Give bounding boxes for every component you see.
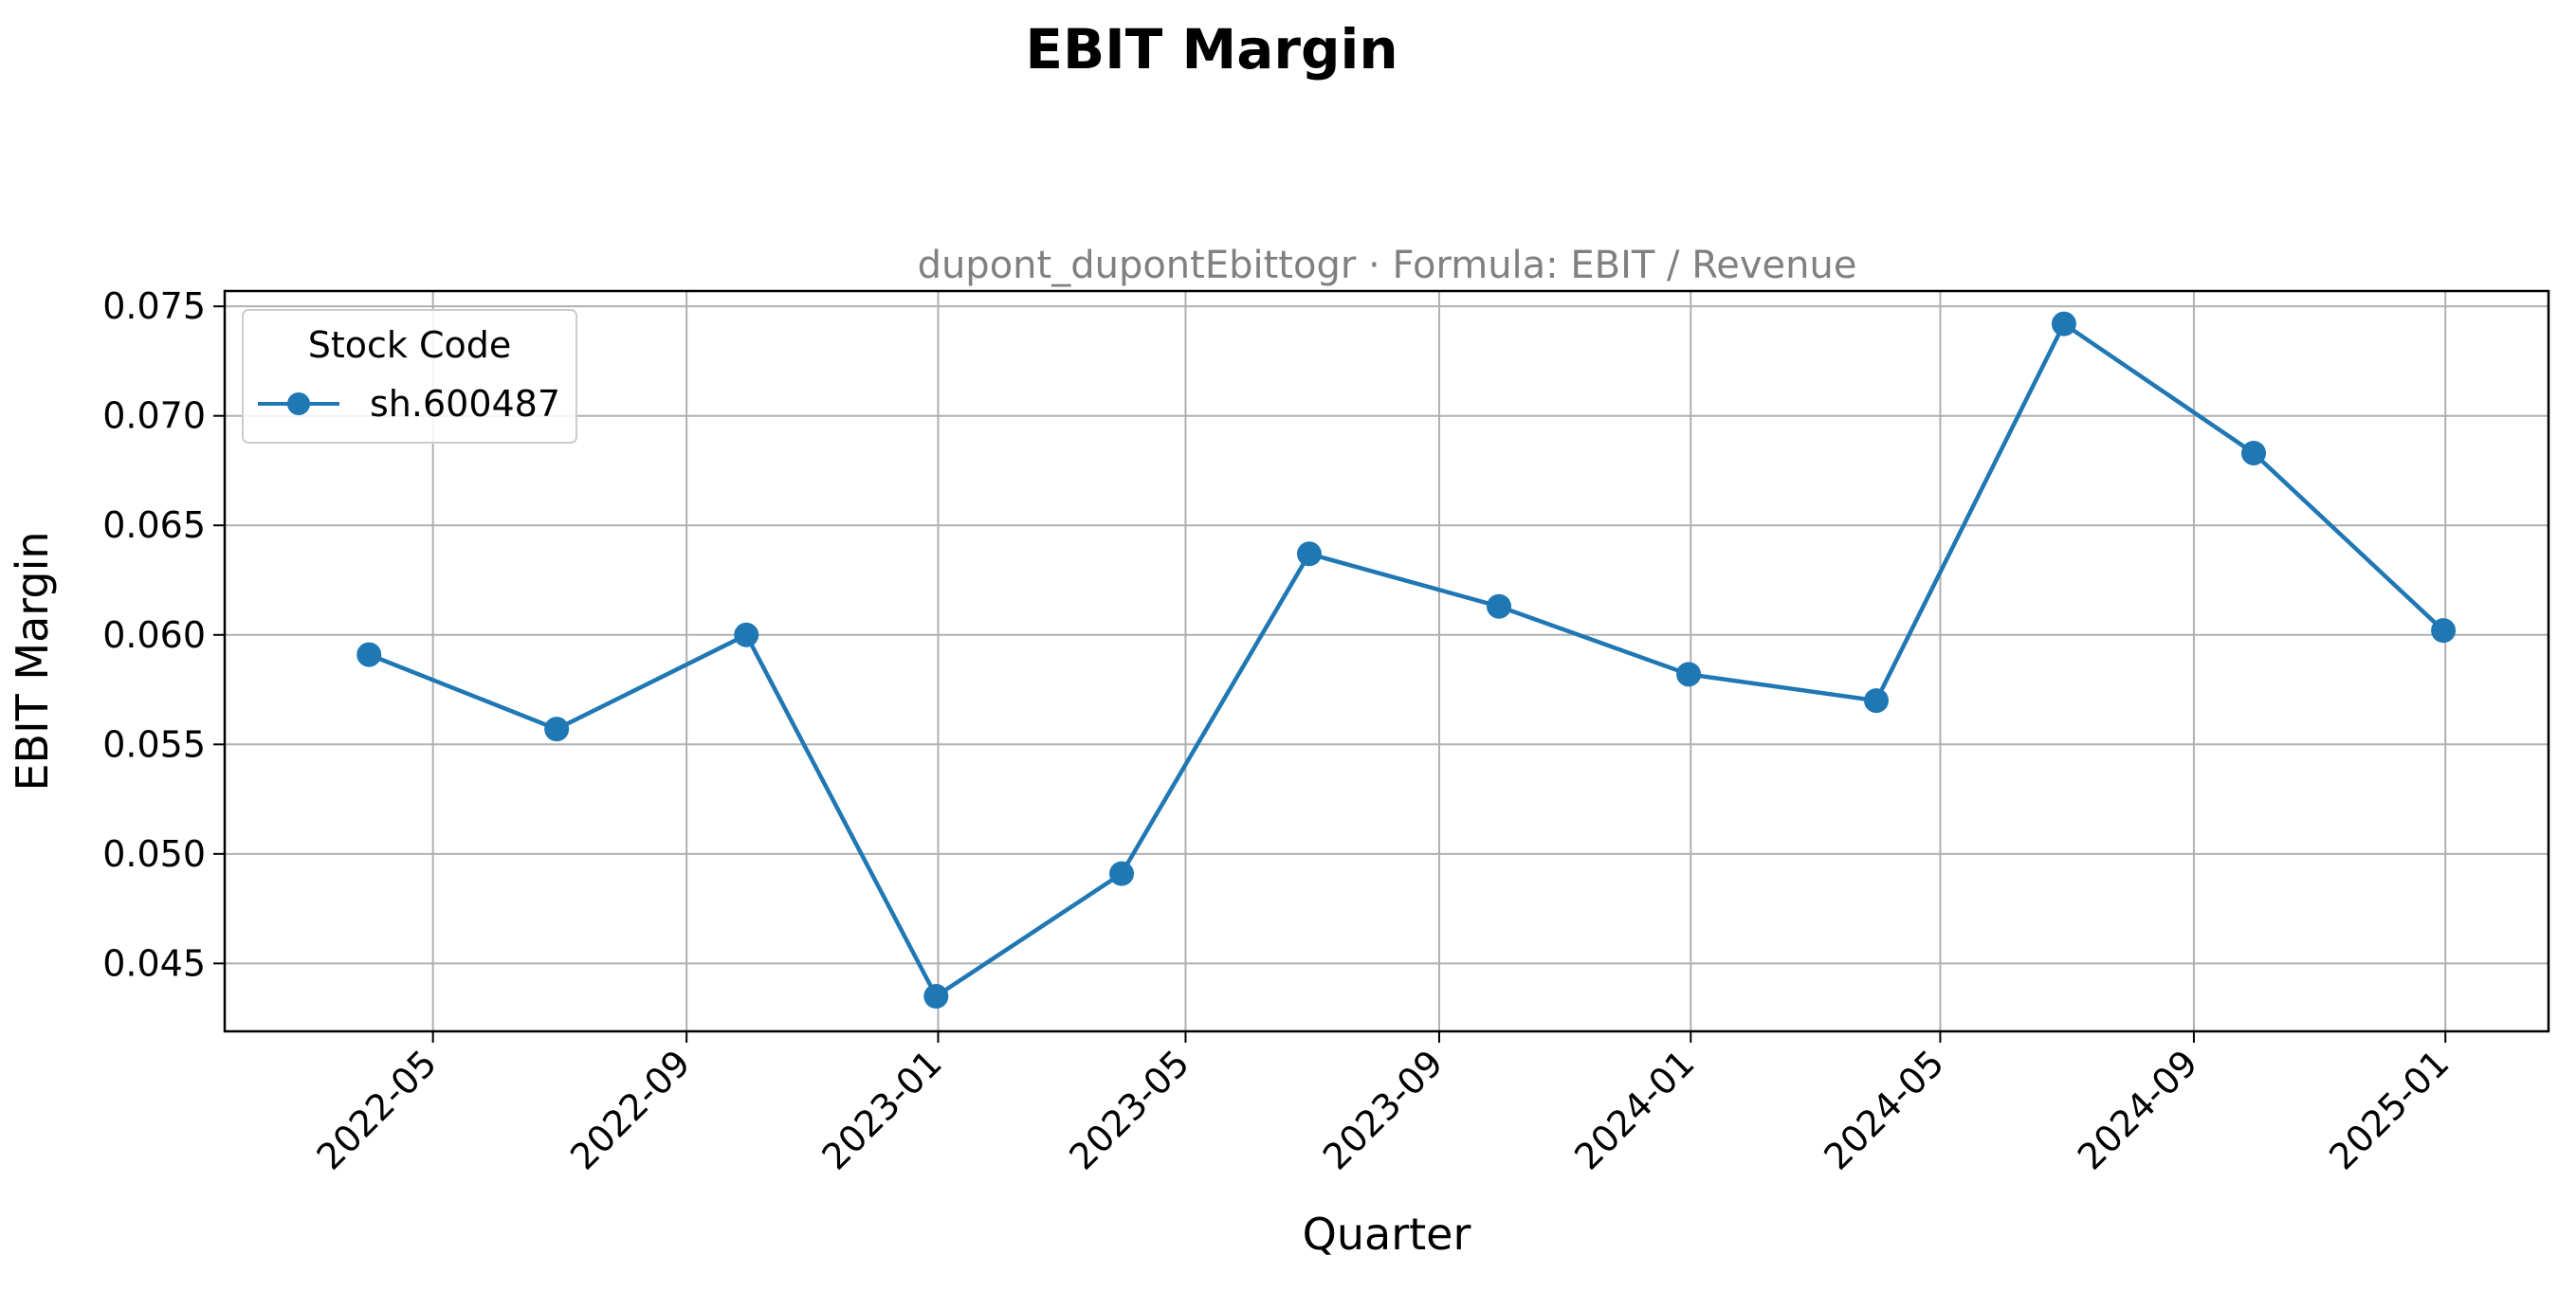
x-tick-label: 2025-01: [2321, 1042, 2457, 1177]
x-tick-label: 2022-05: [309, 1042, 445, 1177]
data-point: [2241, 440, 2267, 465]
y-tick-label: 0.050: [102, 833, 206, 875]
x-tick-label: 2023-05: [1061, 1042, 1197, 1177]
data-point: [1109, 861, 1135, 886]
data-point: [923, 984, 949, 1010]
data-point: [1487, 593, 1512, 619]
y-axis-label: EBIT Margin: [7, 531, 58, 791]
data-point: [2431, 618, 2457, 644]
y-tick-label: 0.055: [102, 723, 206, 765]
legend: Stock Code sh.600487: [242, 309, 577, 444]
y-tick-label: 0.070: [102, 395, 206, 437]
x-axis-label: Quarter: [1303, 1209, 1471, 1260]
data-point: [1864, 688, 1890, 714]
data-point: [356, 642, 382, 667]
plot-area: [223, 289, 2550, 1033]
y-tick-label: 0.065: [102, 504, 206, 546]
data-point: [1676, 662, 1702, 687]
legend-series-marker: [287, 392, 310, 415]
x-tick-label: 2024-05: [1816, 1042, 1951, 1177]
x-tick-label: 2022-09: [562, 1042, 698, 1177]
data-point: [2051, 311, 2076, 337]
y-tick-label: 0.060: [102, 614, 206, 656]
y-tick-label: 0.045: [102, 942, 206, 984]
y-tick-label: 0.075: [102, 285, 206, 327]
series-line: [368, 321, 2445, 999]
x-tick-label: 2023-01: [813, 1042, 949, 1177]
chart-title: EBIT Margin: [1025, 17, 1398, 82]
x-tick-label: 2024-01: [1566, 1042, 1702, 1177]
legend-box: [242, 309, 577, 444]
data-point: [544, 717, 570, 742]
legend-series-label: sh.600487: [370, 383, 560, 425]
x-tick-label: 2023-09: [1315, 1042, 1451, 1177]
x-tick-label: 2024-09: [2070, 1042, 2205, 1177]
data-point: [734, 622, 759, 647]
series-layer: [356, 311, 2457, 1010]
grid: [225, 291, 2549, 1031]
legend-title: Stock Code: [308, 324, 512, 366]
chart-subtitle: dupont_dupontEbittogr · Formula: EBIT / …: [918, 244, 1857, 287]
data-point: [1296, 541, 1322, 567]
